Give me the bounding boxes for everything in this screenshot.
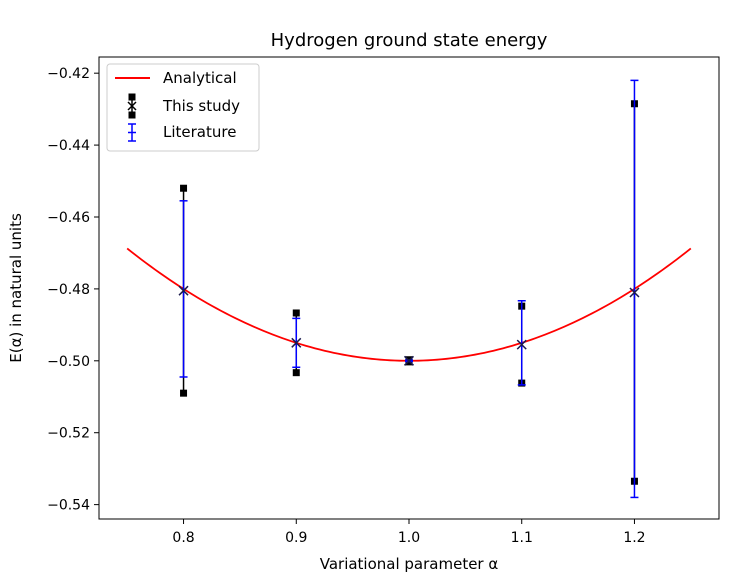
this-study-marker-stroke bbox=[629, 287, 640, 298]
this-study-marker-stroke bbox=[178, 285, 189, 296]
this-study-marker-stroke bbox=[516, 339, 527, 350]
chart-title: Hydrogen ground state energy bbox=[271, 30, 548, 51]
this-study-cap-bottom bbox=[180, 389, 188, 397]
x-tick-label: 1.2 bbox=[623, 530, 645, 546]
this-study-point bbox=[629, 287, 640, 298]
x-tick-label: 0.9 bbox=[285, 530, 307, 546]
analytical-curve bbox=[126, 247, 692, 362]
y-tick-label: −0.42 bbox=[47, 66, 90, 82]
legend-label-analytical: Analytical bbox=[163, 69, 237, 87]
this-study-point bbox=[516, 339, 527, 350]
y-axis: −0.42 −0.44 −0.46 −0.48 −0.50 −0.52 −0.54 bbox=[47, 66, 99, 514]
this-study-point bbox=[403, 355, 415, 366]
legend-label-literature: Literature bbox=[163, 123, 236, 141]
this-study-marker-stroke bbox=[403, 355, 415, 366]
x-axis-title: Variational parameter α bbox=[320, 555, 499, 573]
legend-box bbox=[106, 63, 260, 152]
y-tick-label: −0.52 bbox=[47, 426, 90, 442]
this-study-marker-stroke bbox=[291, 337, 302, 348]
this-study-point bbox=[178, 285, 189, 296]
plot-content bbox=[126, 79, 692, 499]
this-study-cap-top bbox=[292, 309, 300, 317]
x-tick-label: 1.1 bbox=[511, 530, 533, 546]
legend-swatch-this-study bbox=[127, 93, 137, 119]
legend-swatch-cap bbox=[128, 111, 136, 119]
y-tick-label: −0.48 bbox=[47, 282, 90, 298]
legend-swatches bbox=[115, 77, 150, 142]
legend-swatch-marker bbox=[127, 101, 137, 111]
x-axis: 0.8 0.9 1.0 1.1 1.2 bbox=[172, 519, 646, 546]
legend-swatch-cap bbox=[128, 93, 136, 101]
x-tick-label: 0.8 bbox=[172, 530, 194, 546]
this-study-point bbox=[291, 337, 302, 348]
y-tick-label: −0.46 bbox=[47, 210, 90, 226]
y-tick-label: −0.54 bbox=[47, 498, 90, 514]
y-tick-label: −0.50 bbox=[47, 354, 90, 370]
legend-swatch-literature bbox=[128, 123, 136, 142]
legend-label-this-study: This study bbox=[162, 97, 240, 115]
y-axis-title: E(α) in natural units bbox=[7, 213, 25, 363]
x-tick-label: 1.0 bbox=[398, 530, 420, 546]
legend: Analytical This study Literature bbox=[106, 63, 260, 152]
y-tick-label: −0.44 bbox=[47, 138, 90, 154]
this-study-cap-top bbox=[180, 184, 188, 192]
this-study-cap-bottom bbox=[292, 369, 300, 377]
